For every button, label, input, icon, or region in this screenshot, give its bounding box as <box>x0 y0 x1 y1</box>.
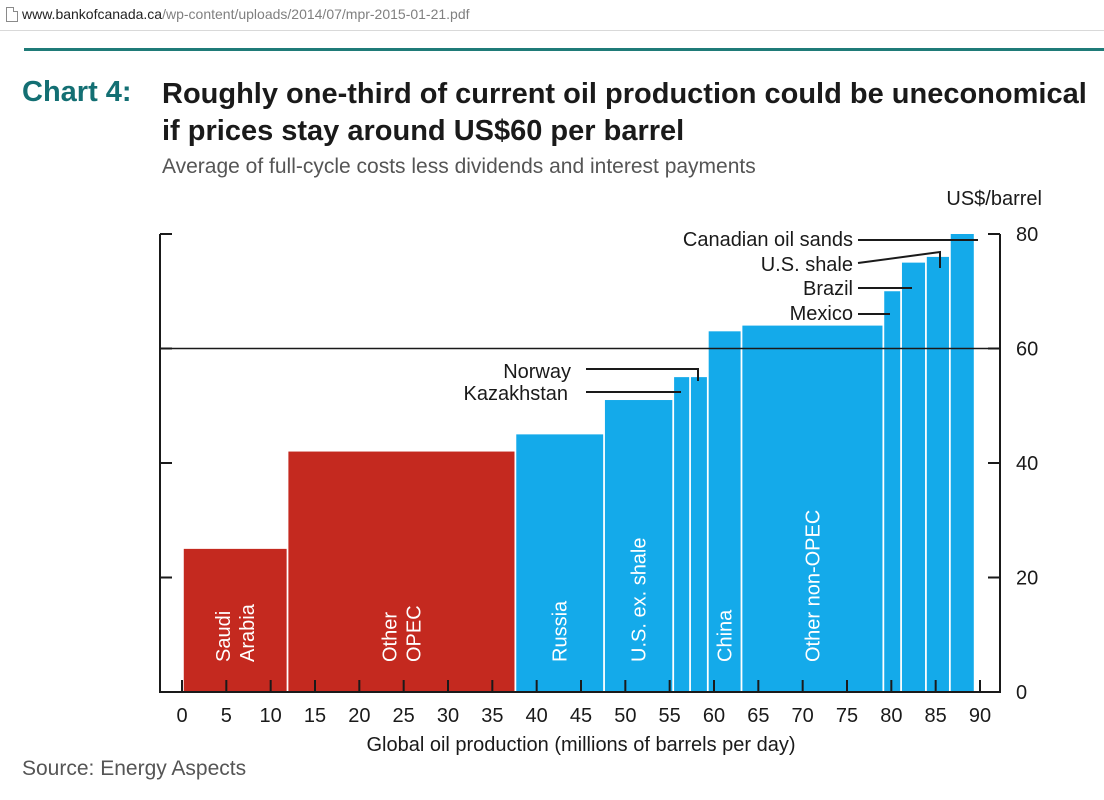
y-axis-label: US$/barrel <box>946 188 1042 210</box>
x-tick-label: 55 <box>659 705 681 727</box>
callout-label-canadian-oil-sands: Canadian oil sands <box>683 229 853 251</box>
bar-other-non-opec <box>742 325 883 692</box>
bar-label-russia: Russia <box>550 600 572 662</box>
bar-mexico <box>884 291 901 692</box>
x-tick-label: 0 <box>176 705 187 727</box>
x-tick-label: 50 <box>614 705 636 727</box>
chart-number: Chart 4: <box>22 76 132 108</box>
callout-label-mexico: Mexico <box>790 303 853 325</box>
y-tick-label: 0 <box>1016 682 1027 704</box>
bar-canadian-oil-sands <box>950 234 974 692</box>
callout-label-norway: Norway <box>503 361 571 383</box>
bar-brazil <box>901 262 926 692</box>
x-tick-label: 65 <box>747 705 769 727</box>
source-note: Source: Energy Aspects <box>22 757 247 780</box>
x-tick-label: 70 <box>792 705 814 727</box>
header-rule <box>24 48 1104 51</box>
x-tick-label: 45 <box>570 705 592 727</box>
x-tick-label: 80 <box>880 705 902 727</box>
bar-label-china: China <box>715 609 737 662</box>
document-icon <box>6 7 18 22</box>
bar-label-u-s-ex-shale: U.S. ex. shale <box>629 537 651 662</box>
bar-u-s-ex-shale <box>604 400 673 692</box>
bar-norway <box>690 377 707 692</box>
chart-subtitle: Average of full-cycle costs less dividen… <box>162 155 756 178</box>
x-tick-label: 35 <box>481 705 503 727</box>
callout-label-brazil: Brazil <box>803 278 853 300</box>
y-tick-label: 40 <box>1016 453 1038 475</box>
bar-saudi-arabia <box>183 548 287 692</box>
x-tick-label: 20 <box>348 705 370 727</box>
x-tick-label: 85 <box>925 705 947 727</box>
leader-line-norway <box>586 368 699 381</box>
bar-label-line: OPEC <box>403 605 425 662</box>
bar-china <box>708 331 741 692</box>
bar-other-opec <box>288 451 515 692</box>
x-tick-label: 40 <box>526 705 548 727</box>
bar-u-s-shale <box>926 256 949 692</box>
x-axis-label: Global oil production (millions of barre… <box>366 734 795 756</box>
bar-label-other-non-opec: Other non-OPEC <box>802 510 824 662</box>
x-tick-label: 30 <box>437 705 459 727</box>
chart-title: Roughly one-third of current oil product… <box>162 78 1087 147</box>
y-tick-label: 60 <box>1016 339 1038 361</box>
x-tick-label: 10 <box>260 705 282 727</box>
url-path: /wp-content/uploads/2014/07/mpr-2015-01-… <box>162 6 470 22</box>
bar-kazakhstan <box>674 377 690 692</box>
bar-label-line: Other <box>379 612 401 662</box>
x-tick-label: 75 <box>836 705 858 727</box>
bar-label-line: Saudi <box>213 611 235 662</box>
labels-layer: Saudi Arabia Other OPEC Russia U.S. ex. shale… <box>176 224 1038 727</box>
x-tick-label: 90 <box>969 705 991 727</box>
callout-label-kazakhstan: Kazakhstan <box>463 383 568 405</box>
x-tick-label: 25 <box>393 705 415 727</box>
bar-label-line: Arabia <box>237 603 259 662</box>
x-tick-label: 15 <box>304 705 326 727</box>
browser-address-bar[interactable]: www.bankofcanada.ca/wp-content/uploads/2… <box>0 0 1104 31</box>
bar-label-saudi-arabia: Saudi Arabia <box>213 603 259 662</box>
bar-russia <box>516 434 604 692</box>
callout-label-u-s-shale: U.S. shale <box>761 254 853 276</box>
url-text[interactable]: www.bankofcanada.ca/wp-content/uploads/2… <box>22 6 470 22</box>
url-host: www.bankofcanada.ca <box>22 6 163 22</box>
ticks-layer <box>160 233 1000 693</box>
x-tick-label: 60 <box>703 705 725 727</box>
y-tick-label: 80 <box>1016 224 1038 246</box>
bar-label-other-opec: Other OPEC <box>379 605 425 662</box>
x-tick-label: 5 <box>221 705 232 727</box>
leader-line-u-s-shale <box>857 250 941 268</box>
y-tick-label: 20 <box>1016 568 1038 590</box>
bars-layer <box>183 234 974 692</box>
